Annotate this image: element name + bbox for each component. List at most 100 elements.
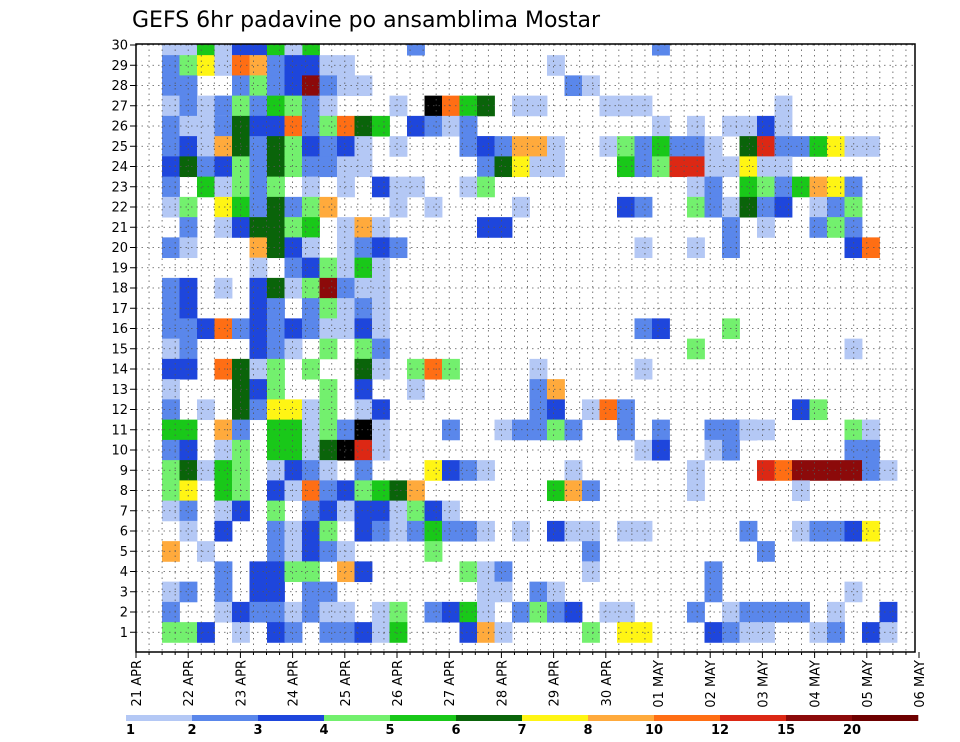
heatmap-cell-m9-19 [862, 460, 880, 481]
heatmap-cell-m21-9 [372, 217, 390, 238]
y-axis: 3029282726252423222120191817161514131211… [111, 39, 136, 641]
heatmap-cell-m4-0 [214, 561, 233, 583]
colorbar-label: 2 [187, 723, 196, 738]
heatmap-cell-m12-5 [302, 399, 320, 421]
heatmap-cell-m28-4 [284, 75, 303, 97]
heatmap-cell-m20-14 [862, 237, 880, 259]
heatmap-cell-m12-1 [197, 399, 215, 421]
heatmap-cell-m7-5 [302, 500, 320, 522]
y-tick-label: 23 [111, 180, 128, 195]
colorbar-swatch [786, 715, 853, 721]
heatmap-cell-m28-9 [582, 75, 600, 97]
heatmap-cell-m25-27 [774, 136, 793, 157]
heatmap-cell-m15-6 [354, 338, 373, 360]
y-tick-label: 16 [111, 322, 128, 337]
heatmap-cell-m11-16 [652, 419, 670, 441]
heatmap-cell-m2-4 [267, 601, 285, 623]
heatmap-cell-m24-11 [477, 156, 495, 178]
heatmap-cell-m24-19 [704, 156, 740, 178]
heatmap-cell-m4-8 [477, 561, 495, 583]
heatmap-cell-m6-7 [372, 520, 390, 542]
heatmap-cell-m23-12 [687, 176, 705, 198]
heatmap-cell-m23-2 [214, 176, 233, 198]
heatmap-cell-m12-11 [582, 399, 600, 421]
heatmap-cell-m6-25 [862, 520, 880, 542]
heatmap-cell-m22-7 [302, 196, 320, 218]
heatmap-cell-m10-5 [302, 439, 320, 461]
y-tick-label: 10 [111, 444, 128, 459]
heatmap-cell-m2-17 [547, 601, 565, 623]
heatmap-cell-m11-13 [547, 419, 565, 441]
heatmap-cell-m1-13 [494, 622, 513, 643]
y-tick-label: 24 [111, 160, 128, 175]
heatmap-cell-m16-7 [284, 318, 303, 340]
heatmap-cell-m13-8 [547, 379, 565, 400]
heatmap-cell-m10-2 [214, 439, 233, 461]
heatmap-cell-m8-7 [319, 480, 338, 502]
heatmap-cell-m5-5 [319, 541, 338, 562]
y-tick-label: 4 [120, 565, 128, 580]
colorbar-swatch [390, 715, 457, 721]
heatmap-cell-m16-0 [162, 318, 180, 340]
heatmap-cell-m25-12 [389, 136, 408, 157]
heatmap-cell-m8-14 [564, 480, 583, 502]
heatmap-cell-m24-17 [652, 156, 670, 178]
heatmap-cell-m16-14 [652, 318, 670, 340]
heatmap-cell-m20-8 [372, 237, 390, 259]
heatmap-cell-m1-1 [179, 622, 198, 643]
heatmap-cell-m6-3 [284, 520, 303, 542]
heatmap-cell-m1-23 [879, 622, 898, 643]
colorbar-swatch [588, 715, 655, 721]
heatmap-cell-m10-9 [372, 439, 390, 461]
heatmap-cell-m27-7 [284, 95, 303, 117]
x-tick-label: 29 APR [548, 660, 563, 706]
heatmap-cell-m9-7 [302, 460, 320, 481]
heatmap-cell-m9-1 [179, 460, 198, 481]
heatmap-cell-m24-20 [739, 156, 758, 178]
x-tick-label: 05 MAY [861, 660, 876, 708]
heatmap-cell-m15-7 [372, 338, 390, 360]
heatmap-cell-m3-0 [162, 581, 180, 603]
heatmap-cell-m9-14 [564, 460, 583, 481]
heatmap-cell-m9-5 [267, 460, 285, 481]
heatmap-cell-m9-6 [284, 460, 303, 481]
heatmap-cell-m25-9 [319, 136, 338, 157]
heatmap-cell-m26-11 [354, 115, 373, 137]
heatmap-cell-m22-15 [704, 196, 723, 218]
heatmap-cell-m4-7 [459, 561, 478, 583]
heatmap-cell-m13-3 [267, 379, 285, 400]
heatmap-cell-m3-6 [319, 581, 338, 603]
heatmap-cell-m8-2 [214, 480, 233, 502]
heatmap-cell-m24-9 [319, 156, 338, 178]
heatmap-cell-m18-4 [267, 277, 285, 299]
heatmap-cell-m17-7 [354, 298, 373, 319]
heatmap-cell-m2-23 [739, 601, 758, 623]
heatmap-cell-m6-17 [582, 520, 600, 542]
heatmap-cell-m5-2 [267, 541, 285, 562]
heatmap-cell-m15-9 [844, 338, 863, 360]
heatmap-cell-m20-7 [354, 237, 373, 259]
heatmap-cell-m18-5 [284, 277, 303, 299]
heatmap-cell-m6-20 [739, 520, 758, 542]
heatmap-cell-m24-7 [284, 156, 303, 178]
colorbar-label: 6 [451, 723, 460, 738]
heatmap-cell-m15-3 [267, 338, 285, 360]
heatmap-cell-m16-3 [214, 318, 233, 340]
heatmap-cell-m29-9 [319, 55, 338, 76]
x-tick-label: 04 MAY [809, 660, 824, 708]
heatmap-cell-m5-3 [284, 541, 303, 562]
heatmap-cell-m16-2 [197, 318, 215, 340]
heatmap-cell-m30-6 [284, 44, 303, 56]
heatmap-cell-m27-3 [214, 95, 233, 117]
heatmap-cell-m12-10 [547, 399, 565, 421]
heatmap-cell-m9-15 [687, 460, 705, 481]
heatmap-cell-m26-13 [407, 115, 425, 137]
heatmap-cell-m25-6 [267, 136, 285, 157]
heatmap-cell-m26-9 [319, 115, 338, 137]
heatmap-cell-m17-3 [267, 298, 285, 319]
heatmap-cell-m22-5 [267, 196, 285, 218]
heatmap-cell-m7-10 [389, 500, 408, 522]
x-tick-label: 23 APR [234, 660, 249, 706]
y-tick-label: 21 [111, 221, 128, 236]
heatmap-cell-m23-13 [704, 176, 723, 198]
